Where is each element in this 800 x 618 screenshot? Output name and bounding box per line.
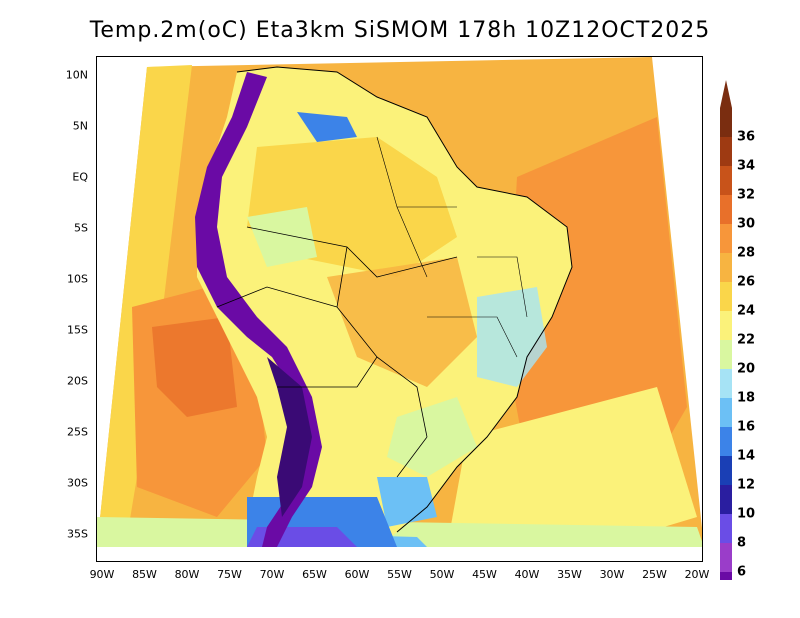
colorbar <box>720 80 732 580</box>
colorbar-swatch <box>720 311 732 340</box>
colorbar-label: 36 <box>737 129 756 145</box>
pacific-hot-patch <box>152 317 237 417</box>
colorbar-label: 22 <box>737 332 756 348</box>
lat-label-30s: 30S <box>67 476 88 490</box>
colorbar-swatch <box>720 543 732 572</box>
colorbar-swatch <box>720 253 732 282</box>
colorbar-label: 6 <box>737 564 747 580</box>
lat-label-10n: 10N <box>65 68 88 82</box>
colorbar-label: 8 <box>737 535 747 551</box>
lon-label-60w: 60W <box>344 568 370 581</box>
lon-label-45w: 45W <box>472 568 497 581</box>
andes-range <box>195 72 322 547</box>
lat-label-25s: 25S <box>67 425 88 439</box>
colorbar-swatch <box>720 137 732 166</box>
lat-label-5s: 5S <box>74 221 88 235</box>
colorbar-label: 12 <box>737 477 756 493</box>
colorbar-label: 32 <box>737 187 756 203</box>
coastline <box>236 66 573 533</box>
lon-label-50w: 50W <box>429 568 455 581</box>
lat-label-20s: 20S <box>67 374 88 388</box>
colorbar-swatch <box>720 427 732 456</box>
lat-label-15s: 15S <box>67 323 88 337</box>
lat-label-5n: 5N <box>72 119 88 133</box>
lon-label-80w: 80W <box>174 568 200 581</box>
lon-label-30w: 30W <box>599 568 625 581</box>
chart-title: Temp.2m(oC) Eta3km SiSMOM 178h 10Z12OCT2… <box>89 18 711 43</box>
lon-label-40w: 40W <box>514 568 540 581</box>
colorbar-swatch <box>720 369 732 398</box>
guiana-highlands <box>297 112 357 142</box>
colorbar-swatch <box>720 166 732 195</box>
andes-inner <box>267 357 312 517</box>
colorbar-swatch <box>720 456 732 485</box>
south-brazil-cool <box>387 397 477 477</box>
uruguay-cold <box>377 477 437 527</box>
colorbar-label: 20 <box>737 361 756 377</box>
map-panel <box>96 56 703 562</box>
temperature-map <box>97 57 702 547</box>
lat-label-eq: EQ <box>72 170 88 184</box>
colorbar-label: 30 <box>737 216 756 232</box>
colorbar-label: 14 <box>737 448 756 464</box>
colorbar-label: 10 <box>737 506 756 522</box>
lat-label-10s: 10S <box>67 272 88 286</box>
south-atlantic-cool <box>447 387 697 547</box>
lon-label-35w: 35W <box>557 568 582 581</box>
lon-label-90w: 90W <box>89 568 115 581</box>
country-borders <box>216 226 458 478</box>
lon-label-75w: 75W <box>217 568 242 581</box>
state-borders <box>376 136 528 358</box>
colorbar-swatch <box>720 108 732 137</box>
colorbar-swatch <box>720 398 732 427</box>
east-brazil-cool <box>477 287 547 387</box>
colorbar-top-arrow <box>720 80 732 108</box>
lon-label-85w: 85W <box>132 568 157 581</box>
colorbar-label: 18 <box>737 390 756 406</box>
colorbar-label: 16 <box>737 419 756 435</box>
lat-label-35s: 35S <box>67 527 88 541</box>
lon-label-55w: 55W <box>387 568 412 581</box>
lon-label-65w: 65W <box>302 568 327 581</box>
colorbar-label: 34 <box>737 158 756 174</box>
colorbar-swatch <box>720 282 732 311</box>
colorbar-swatch <box>720 340 732 369</box>
colorbar-swatch <box>720 485 732 514</box>
colorbar-label: 28 <box>737 245 756 261</box>
colorbar-swatch <box>720 514 732 543</box>
lon-label-70w: 70W <box>259 568 285 581</box>
colorbar-label: 24 <box>737 303 756 319</box>
colorbar-label: 26 <box>737 274 756 290</box>
lon-label-25w: 25W <box>642 568 667 581</box>
colorbar-swatch <box>720 572 732 580</box>
colorbar-swatch <box>720 224 732 253</box>
lon-label-20w: 20W <box>684 568 710 581</box>
colorbar-swatch <box>720 195 732 224</box>
amazon-cool-patch <box>247 207 317 267</box>
brazil-interior <box>327 257 477 387</box>
